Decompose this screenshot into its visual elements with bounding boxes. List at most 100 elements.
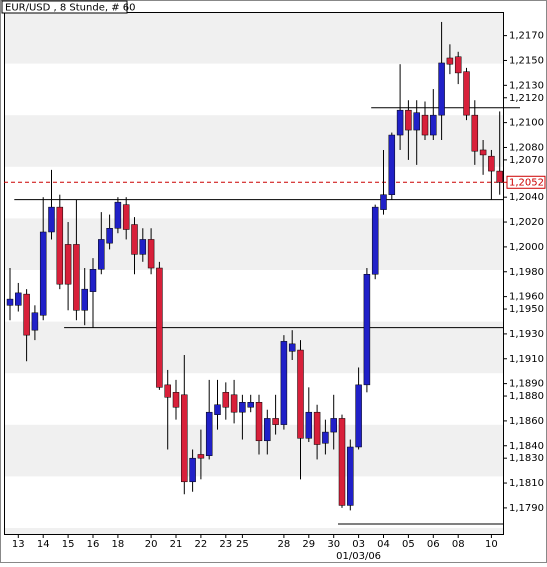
current-price-box bbox=[506, 175, 546, 189]
background-band bbox=[4, 321, 503, 374]
candle-body bbox=[313, 411, 321, 445]
candle-body bbox=[23, 293, 30, 336]
candle-body bbox=[39, 231, 47, 316]
background-band bbox=[4, 528, 503, 534]
y-tick-label: 1,2080 bbox=[509, 142, 544, 153]
x-tick-label: 28 bbox=[278, 539, 291, 550]
candle-body bbox=[164, 384, 171, 398]
candle-body bbox=[64, 244, 72, 285]
candle-body bbox=[463, 71, 470, 116]
candle-body bbox=[272, 418, 279, 425]
x-tick-label: 20 bbox=[145, 539, 158, 550]
y-tick-label: 1,1930 bbox=[509, 329, 544, 340]
candle-body bbox=[197, 454, 205, 459]
candle-body bbox=[205, 411, 213, 456]
candle-body bbox=[347, 446, 354, 506]
candle-body bbox=[371, 206, 379, 275]
candle-body bbox=[471, 114, 479, 152]
candle-body bbox=[430, 114, 437, 136]
candle-body bbox=[247, 402, 254, 408]
background-band bbox=[4, 12, 503, 64]
candle-body bbox=[396, 109, 404, 136]
y-tick-label: 1,1840 bbox=[509, 441, 544, 452]
candle-body bbox=[496, 170, 503, 183]
x-tick-label: 08 bbox=[452, 539, 465, 550]
candle-body bbox=[48, 206, 55, 233]
candle-body bbox=[330, 418, 337, 433]
y-tick-label: 1,1880 bbox=[509, 391, 544, 402]
candle-body bbox=[363, 273, 371, 386]
y-tick-label: 1,1910 bbox=[509, 354, 544, 365]
y-tick-label: 1,1790 bbox=[509, 503, 544, 514]
candle-body bbox=[297, 349, 304, 439]
candle-body bbox=[446, 57, 454, 65]
candle-body bbox=[98, 239, 105, 270]
x-tick-label: 21 bbox=[170, 539, 183, 550]
candle-body bbox=[230, 394, 238, 413]
candle-body bbox=[106, 228, 113, 244]
x-tick-label: 15 bbox=[62, 539, 75, 550]
chart-title: EUR/USD , 8 Stunde, # 60 bbox=[5, 3, 135, 14]
candle-body bbox=[89, 269, 97, 292]
y-tick-label: 1,1860 bbox=[509, 416, 544, 427]
candle-body bbox=[172, 392, 180, 408]
x-tick-label: 06 bbox=[427, 539, 440, 550]
y-tick-label: 1,2150 bbox=[509, 55, 544, 66]
candle-body bbox=[338, 418, 346, 506]
x-tick-label: 10 bbox=[485, 539, 498, 550]
candle-body bbox=[388, 134, 396, 195]
y-tick-label: 1,2070 bbox=[509, 155, 544, 166]
candle-body bbox=[264, 418, 271, 442]
title-box bbox=[1, 0, 128, 14]
candle-body bbox=[421, 114, 429, 136]
candle-body bbox=[380, 194, 387, 210]
candle-body bbox=[405, 109, 412, 131]
x-tick-label: 16 bbox=[87, 539, 100, 550]
y-tick-label: 1,2170 bbox=[509, 31, 544, 42]
candle-body bbox=[156, 267, 163, 388]
x-tick-label: 14 bbox=[37, 539, 50, 550]
candle-body bbox=[56, 206, 64, 285]
candle-body bbox=[31, 312, 39, 331]
candle-body bbox=[454, 56, 462, 74]
background-band bbox=[4, 218, 503, 270]
candle-body bbox=[147, 239, 155, 269]
date-label: 01/03/06 bbox=[336, 551, 381, 562]
y-tick-label: 1,2100 bbox=[509, 118, 544, 129]
candle-body bbox=[122, 204, 130, 230]
candle-body bbox=[131, 224, 138, 255]
y-tick-label: 1,1960 bbox=[509, 292, 544, 303]
candle-body bbox=[479, 149, 487, 156]
candle-body bbox=[181, 394, 188, 483]
x-tick-label: 04 bbox=[377, 539, 390, 550]
candle-body bbox=[139, 239, 147, 255]
candle-body bbox=[305, 411, 313, 439]
y-tick-label: 1,1830 bbox=[509, 453, 544, 464]
y-tick-label: 1,1950 bbox=[509, 304, 544, 315]
y-tick-label: 1,1980 bbox=[509, 267, 544, 278]
y-tick-label: 1,2052 bbox=[509, 177, 544, 188]
x-tick-label: 29 bbox=[302, 539, 315, 550]
candle-body bbox=[15, 292, 22, 306]
candle-body bbox=[222, 392, 230, 408]
candle-body bbox=[189, 457, 196, 483]
candle-body bbox=[214, 404, 221, 415]
candle-body bbox=[280, 341, 288, 425]
x-tick-label: 23 bbox=[219, 539, 232, 550]
y-tick-label: 1,2000 bbox=[509, 242, 544, 253]
background-band bbox=[4, 424, 503, 477]
plot-border bbox=[4, 12, 504, 535]
candle-body bbox=[239, 402, 246, 413]
candle-body bbox=[322, 431, 329, 444]
y-tick-label: 1,2040 bbox=[509, 192, 544, 203]
y-tick-label: 1,2020 bbox=[509, 217, 544, 228]
x-tick-label: 03 bbox=[352, 539, 365, 550]
candle-body bbox=[488, 155, 495, 172]
candle-body bbox=[73, 244, 80, 311]
y-tick-label: 1,2120 bbox=[509, 93, 544, 104]
candle-body bbox=[355, 384, 362, 448]
candle-body bbox=[438, 62, 445, 116]
x-tick-label: 05 bbox=[402, 539, 415, 550]
